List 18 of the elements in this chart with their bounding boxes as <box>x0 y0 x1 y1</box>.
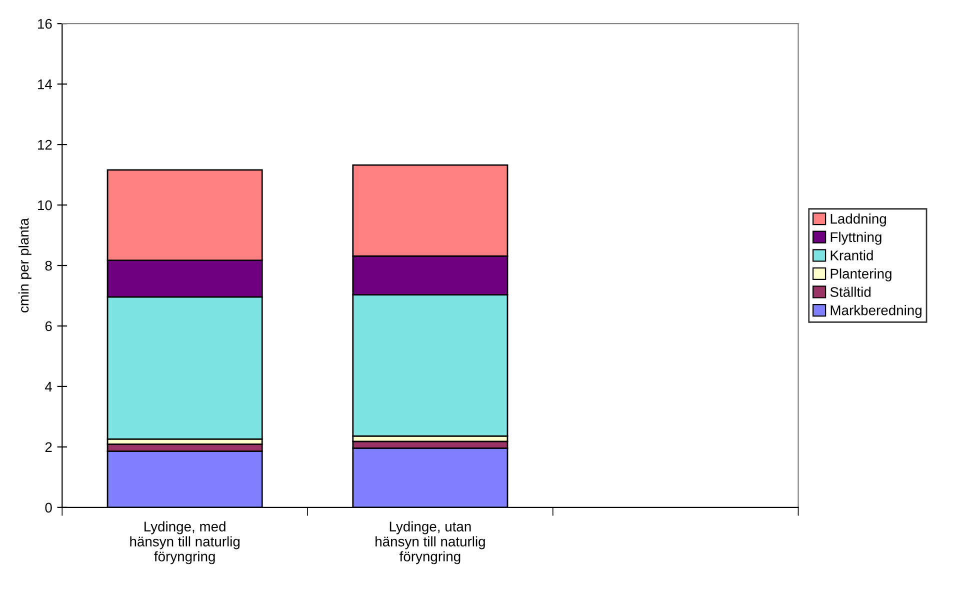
y-tick-label: 2 <box>45 442 52 452</box>
y-tick-label: 12 <box>38 140 52 150</box>
legend-label: Flyttning <box>830 232 882 245</box>
y-tick-label: 16 <box>38 18 52 29</box>
x-tick-label: Lydinge, med hänsyn till naturlig föryngring <box>130 521 240 564</box>
legend-label: Laddning <box>830 214 886 226</box>
y-tick-label: 6 <box>45 321 52 332</box>
y-tick-label: 14 <box>38 80 52 90</box>
legend-label: Ställtid <box>830 286 871 297</box>
y-axis-title: cmin per planta <box>18 218 32 312</box>
y-tick-label: 0 <box>45 502 52 513</box>
legend-label: Markberedning <box>830 305 922 318</box>
x-tick-label: Lydinge, utan hänsyn till naturlig föryngring <box>376 521 485 564</box>
legend-label: Plantering <box>830 268 892 282</box>
y-tick-label: 10 <box>38 200 52 210</box>
y-tick-label: 8 <box>45 260 52 271</box>
legend-label: Krantid <box>830 250 873 260</box>
y-tick-label: 4 <box>45 382 52 392</box>
